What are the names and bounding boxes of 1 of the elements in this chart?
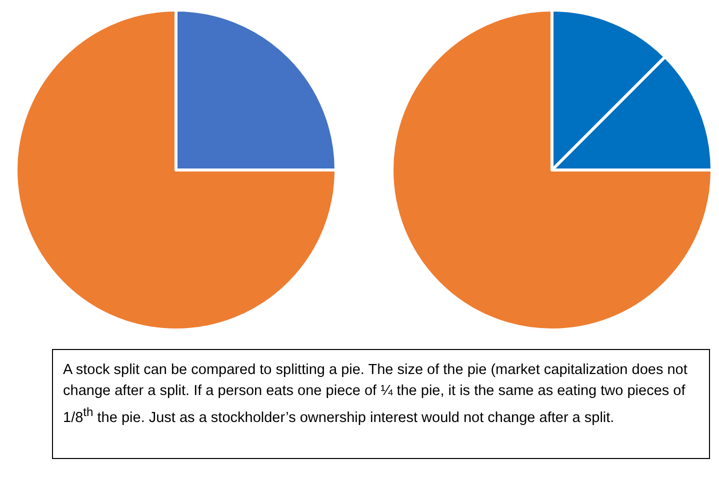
text: A stock split can be compared to splitting a pie. The size of the pie (market capitalization does not change after a split. If a person eats one piece of ¼ the pie, it is the same as eating two pieces of 1/8$^{th}$ the pie. Just as a stockholder’s ownership interest would not change after a split. bbox=[63, 361, 688, 428]
